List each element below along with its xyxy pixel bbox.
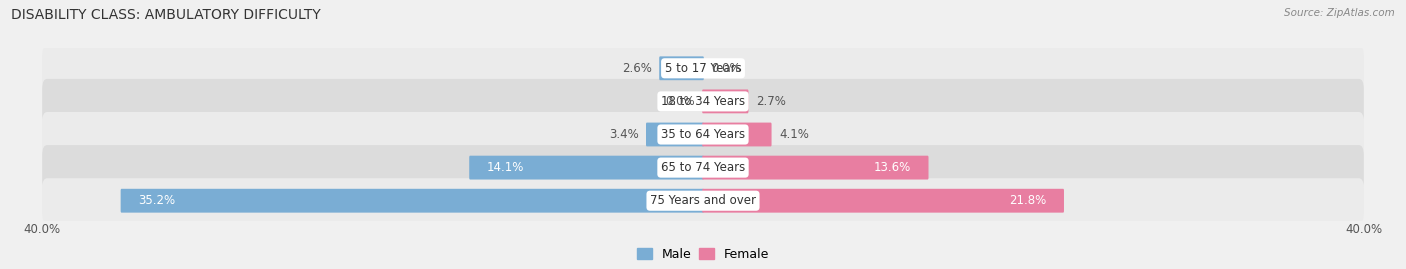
Text: 5 to 17 Years: 5 to 17 Years (665, 62, 741, 75)
FancyBboxPatch shape (702, 90, 748, 113)
FancyBboxPatch shape (645, 123, 704, 146)
Text: 65 to 74 Years: 65 to 74 Years (661, 161, 745, 174)
FancyBboxPatch shape (42, 145, 1364, 190)
Text: 0.0%: 0.0% (665, 95, 695, 108)
FancyBboxPatch shape (42, 79, 1364, 124)
Text: 14.1%: 14.1% (486, 161, 524, 174)
FancyBboxPatch shape (470, 156, 704, 179)
Text: 2.6%: 2.6% (621, 62, 652, 75)
Text: 2.7%: 2.7% (756, 95, 786, 108)
FancyBboxPatch shape (659, 56, 704, 80)
FancyBboxPatch shape (42, 178, 1364, 223)
Text: 75 Years and over: 75 Years and over (650, 194, 756, 207)
FancyBboxPatch shape (42, 46, 1364, 91)
Text: Source: ZipAtlas.com: Source: ZipAtlas.com (1284, 8, 1395, 18)
Legend: Male, Female: Male, Female (631, 243, 775, 266)
FancyBboxPatch shape (702, 123, 772, 146)
Text: 3.4%: 3.4% (609, 128, 638, 141)
FancyBboxPatch shape (42, 112, 1364, 157)
Text: 18 to 34 Years: 18 to 34 Years (661, 95, 745, 108)
Text: 35.2%: 35.2% (138, 194, 176, 207)
Text: 13.6%: 13.6% (875, 161, 911, 174)
FancyBboxPatch shape (702, 189, 1064, 213)
FancyBboxPatch shape (702, 156, 928, 179)
FancyBboxPatch shape (121, 189, 704, 213)
Text: DISABILITY CLASS: AMBULATORY DIFFICULTY: DISABILITY CLASS: AMBULATORY DIFFICULTY (11, 8, 321, 22)
Text: 4.1%: 4.1% (779, 128, 808, 141)
Text: 0.0%: 0.0% (711, 62, 741, 75)
Text: 35 to 64 Years: 35 to 64 Years (661, 128, 745, 141)
Text: 21.8%: 21.8% (1010, 194, 1046, 207)
